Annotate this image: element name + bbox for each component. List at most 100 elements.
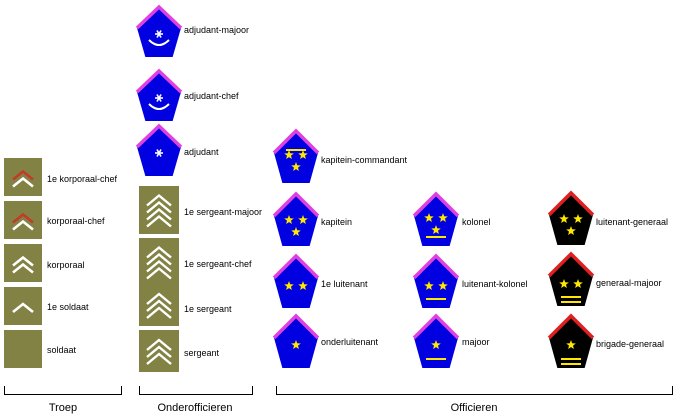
star — [431, 340, 441, 349]
bar — [561, 301, 581, 303]
star — [291, 340, 301, 349]
chevron — [146, 292, 172, 305]
bracket-officieren — [276, 386, 673, 395]
insignia-adjudant — [135, 123, 183, 176]
patch — [139, 284, 179, 326]
label-adjudant: adjudant — [184, 147, 219, 157]
label-majoor: majoor — [462, 337, 490, 347]
star — [291, 227, 301, 236]
star — [438, 281, 448, 290]
label-kapitein: kapitein — [321, 217, 352, 227]
star — [291, 162, 301, 171]
group-label-onderofficieren: Onderofficieren — [157, 402, 232, 414]
insignia-adjudant-majoor — [135, 4, 183, 57]
insignia-1e-sergeant — [139, 284, 179, 326]
white-star — [156, 149, 162, 157]
chevron — [146, 200, 172, 214]
patch — [4, 287, 42, 325]
badge-shape — [274, 131, 318, 183]
chevron — [12, 219, 34, 231]
insignia-kapitein — [272, 191, 320, 246]
star — [431, 225, 441, 234]
insignia-sergeant — [139, 330, 179, 372]
bar — [561, 296, 581, 298]
badge-border — [547, 190, 595, 217]
chevron — [12, 176, 34, 188]
star — [573, 279, 583, 288]
badge-shape — [414, 256, 458, 308]
label-kapitein-commandant: kapitein-commandant — [321, 155, 408, 165]
insignia-1e-soldaat — [4, 287, 42, 325]
arc — [148, 103, 170, 110]
bar — [426, 358, 446, 360]
label-korporaal-chef: korporaal-chef — [47, 216, 105, 226]
chevron — [146, 266, 172, 280]
label-brigade-generaal: brigade-generaal — [596, 339, 664, 349]
chevron — [146, 338, 172, 351]
insignia-generaal-majoor — [547, 251, 595, 306]
badge-border — [272, 313, 320, 340]
insignia-1e-luitenant — [272, 253, 320, 308]
chevron — [146, 252, 172, 266]
chevron — [146, 259, 172, 273]
badge-border — [412, 191, 460, 218]
badge-shape — [549, 193, 593, 245]
chevron — [12, 255, 34, 267]
chevron — [12, 302, 34, 314]
white-star — [156, 30, 162, 38]
chevron — [146, 352, 172, 365]
label-adjudant-chef: adjudant-chef — [184, 91, 239, 101]
label-1e-korporaal-chef: 1e korporaal-chef — [47, 174, 118, 184]
patch — [139, 330, 179, 372]
label-1e-sergeant-chef: 1e sergeant-chef — [184, 259, 252, 269]
badge-border — [412, 253, 460, 280]
label-generaal-majoor: generaal-majoor — [596, 278, 662, 288]
badge-shape — [549, 254, 593, 306]
star — [298, 215, 308, 224]
insignia-kolonel — [412, 191, 460, 246]
label-adjudant-majoor: adjudant-majoor — [184, 25, 249, 35]
insignia-majoor — [412, 313, 460, 368]
badge-border — [135, 4, 183, 30]
insignia-luitenant-generaal — [547, 190, 595, 245]
label-sergeant: sergeant — [184, 348, 220, 358]
insignia-1e-sergeant-chef — [139, 238, 179, 286]
group-label-officieren: Officieren — [451, 402, 498, 414]
badge-shape — [137, 71, 181, 121]
star — [559, 214, 569, 223]
chevron — [12, 262, 34, 274]
badge-shape — [137, 7, 181, 57]
star — [298, 150, 308, 159]
star — [284, 150, 294, 159]
white-star — [156, 94, 162, 102]
star — [566, 340, 576, 349]
insignia-soldaat — [4, 330, 42, 368]
patch — [4, 330, 42, 368]
star — [424, 213, 434, 222]
badge-border — [135, 68, 183, 94]
insignia-korporaal-chef — [4, 201, 42, 239]
badge-shape — [414, 194, 458, 246]
chevron — [146, 207, 172, 221]
insignia-luitenant-kolonel — [412, 253, 460, 308]
badge-border — [135, 123, 183, 149]
badge-shape — [274, 194, 318, 246]
bar — [426, 298, 446, 300]
badge-shape — [137, 126, 181, 176]
badge-border — [547, 251, 595, 278]
bracket-onderofficieren — [139, 386, 253, 395]
bar — [286, 149, 306, 151]
badge-border — [272, 191, 320, 218]
insignia-layer — [4, 4, 595, 372]
insignia-1e-korporaal-chef — [4, 158, 42, 196]
star — [559, 279, 569, 288]
insignia-kapitein-commandant — [272, 128, 320, 183]
star — [424, 281, 434, 290]
bar — [426, 236, 446, 238]
chevron — [12, 212, 34, 224]
badge-border — [272, 128, 320, 155]
chevron — [146, 214, 172, 228]
arc — [148, 39, 170, 46]
chevron — [12, 169, 34, 181]
